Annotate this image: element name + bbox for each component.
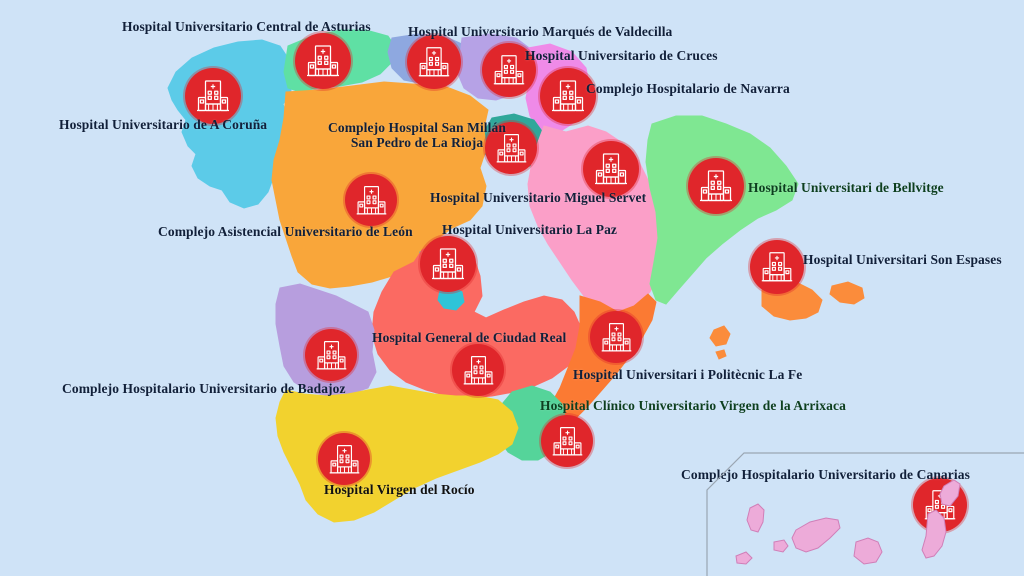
- hospital-marker-virgen-rocio[interactable]: [318, 433, 370, 485]
- hospital-marker-la-fe[interactable]: [590, 311, 642, 363]
- hospital-marker-ciudad-real[interactable]: [452, 344, 504, 396]
- hospital-marker-la-paz[interactable]: [420, 236, 476, 292]
- hospital-label-miguel-servet: Hospital Universitario Miguel Servet: [430, 190, 647, 205]
- hospital-building-icon: [326, 441, 363, 478]
- hospital-label-canarias: Complejo Hospitalario Universitario de C…: [681, 467, 970, 482]
- hospital-label-badajoz: Complejo Hospitalario Universitario de B…: [62, 381, 346, 396]
- hospital-marker-badajoz[interactable]: [305, 329, 357, 381]
- hospital-building-icon: [428, 244, 468, 284]
- hospital-label-arrixaca: Hospital Clínico Universitario Virgen de…: [540, 398, 846, 413]
- hospital-building-icon: [696, 166, 736, 206]
- hospital-building-icon: [549, 423, 586, 460]
- hospital-building-icon: [313, 337, 350, 374]
- hospital-marker-bellvitge[interactable]: [688, 158, 744, 214]
- hospital-marker-cruces[interactable]: [482, 43, 536, 97]
- hospital-marker-a-coruna[interactable]: [185, 68, 241, 124]
- hospital-building-icon: [598, 319, 635, 356]
- region-formentera: [715, 349, 727, 360]
- hospital-label-virgen-rocio: Hospital Virgen del Rocío: [324, 482, 475, 497]
- hospital-marker-leon[interactable]: [345, 174, 397, 226]
- region-ibiza: [709, 325, 731, 347]
- hospital-building-icon: [353, 182, 390, 219]
- hospital-label-ciudad-real: Hospital General de Ciudad Real: [372, 330, 567, 345]
- hospital-label-line2: San Pedro de La Rioja: [350, 135, 484, 151]
- hospital-label-la-paz: Hospital Universitario La Paz: [442, 222, 618, 237]
- hospital-label-la-fe: Hospital Universitari i Politècnic La Fe: [573, 367, 803, 382]
- hospital-marker-asturias[interactable]: [295, 33, 351, 89]
- hospital-marker-arrixaca[interactable]: [541, 415, 593, 467]
- hospital-building-icon: [591, 149, 631, 189]
- hospital-building-icon: [758, 248, 796, 286]
- hospital-building-icon: [193, 76, 233, 116]
- hospital-label-a-coruna: Hospital Universitario de A Coruña: [59, 117, 268, 132]
- hospital-label-valdecilla: Hospital Universitario Marqués de Valdec…: [408, 24, 673, 39]
- hospital-building-icon: [415, 43, 453, 81]
- hospital-building-icon: [303, 41, 343, 81]
- hospital-label-line1: Complejo Hospital San Millán: [328, 120, 506, 135]
- hospital-building-icon: [490, 51, 528, 89]
- hospital-label-navarra: Complejo Hospitalario de Navarra: [586, 81, 790, 96]
- hospital-label-la-rioja: Complejo Hospital San Millán San Pedro de…: [322, 120, 512, 150]
- hospital-label-leon: Complejo Asistencial Universitario de Le…: [158, 224, 413, 239]
- hospital-building-icon: [460, 352, 497, 389]
- hospital-marker-la-rioja[interactable]: [485, 122, 537, 174]
- hospital-marker-valdecilla[interactable]: [407, 35, 461, 89]
- region-menorca: [829, 281, 865, 305]
- hospital-label-son-espases: Hospital Universitari Son Espases: [803, 252, 1002, 267]
- hospital-label-bellvitge: Hospital Universitari de Bellvitge: [748, 180, 944, 195]
- hospital-marker-canarias[interactable]: [913, 478, 967, 532]
- hospital-label-cruces: Hospital Universitario de Cruces: [525, 48, 718, 63]
- hospital-building-icon: [921, 486, 959, 524]
- hospital-marker-navarra[interactable]: [540, 68, 596, 124]
- region-andalucia: [275, 385, 519, 523]
- hospital-marker-miguel-servet[interactable]: [583, 141, 639, 197]
- hospital-building-icon: [493, 130, 530, 167]
- hospital-label-asturias: Hospital Universitario Central de Asturi…: [122, 19, 371, 34]
- hospital-marker-son-espases[interactable]: [750, 240, 804, 294]
- hospital-building-icon: [548, 76, 588, 116]
